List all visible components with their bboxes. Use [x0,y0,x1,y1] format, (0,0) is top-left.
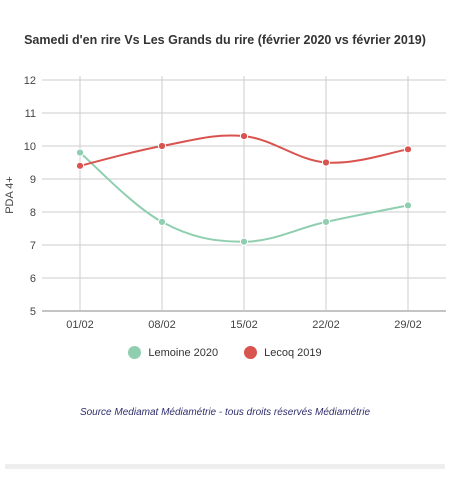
legend-item[interactable]: Lecoq 2019 [244,346,322,359]
y-tick-label: 8 [30,207,36,219]
y-tick-label: 6 [30,273,36,285]
y-tick-label: 5 [30,306,36,318]
data-point[interactable] [321,217,331,226]
legend: Lemoine 2020 Lecoq 2019 [0,346,450,359]
x-tick-label: 08/02 [148,319,176,331]
data-point[interactable] [403,201,413,210]
data-point[interactable] [239,237,249,246]
x-tick-label: 29/02 [394,319,422,331]
data-point[interactable] [75,161,85,170]
divider [5,464,445,469]
x-ticks: 01/02 08/02 15/02 22/02 29/02 [66,319,422,331]
legend-label: Lemoine 2020 [148,346,219,359]
y-tick-label: 12 [24,75,36,87]
data-point[interactable] [157,217,167,226]
y-tick-label: 11 [25,108,36,120]
legend-item[interactable]: Lemoine 2020 [128,346,218,359]
x-tick-label: 01/02 [66,319,94,331]
data-point[interactable] [75,148,85,157]
legend-label: Lecoq 2019 [264,346,322,359]
series-points [75,132,413,246]
legend-swatch [244,346,258,359]
data-point[interactable] [403,145,413,154]
y-tick-label: 7 [30,240,36,252]
legend-swatch [128,346,142,359]
grid [42,76,446,312]
y-tick-label: 10 [24,141,36,153]
x-tick-label: 15/02 [230,319,258,331]
y-ticks: 5 6 7 8 9 10 11 12 [24,75,36,318]
source-note: Source Mediamat Médiamétrie - tous droit… [79,407,371,418]
data-point[interactable] [239,132,249,141]
y-axis-label: PDA 4+ [4,176,16,214]
line-chart: 5 6 7 8 9 10 11 12 01/02 08/02 15/02 22/02 29/02 PD… [4,75,446,331]
data-point[interactable] [157,141,167,151]
y-tick-label: 9 [30,174,36,186]
x-tick-label: 22/02 [312,319,340,331]
data-point[interactable] [321,158,331,167]
chart-title: Samedi d'en rire Vs Les Grands du rire (… [24,33,426,47]
